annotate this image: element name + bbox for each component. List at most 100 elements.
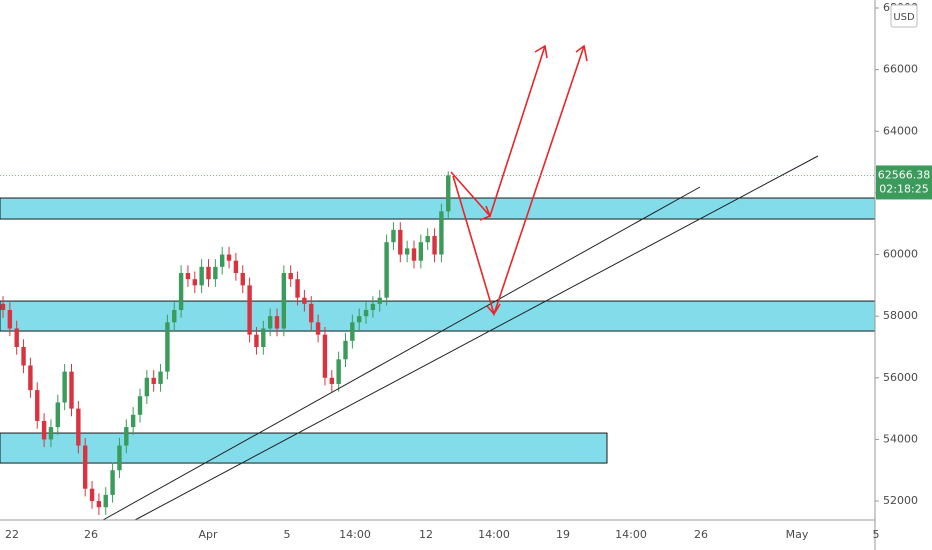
candle-body xyxy=(213,266,218,280)
last-price-label: 62566.38 xyxy=(878,168,931,181)
y-tick-label: 64000 xyxy=(883,124,918,137)
zones xyxy=(0,197,876,464)
candle-body xyxy=(274,316,280,329)
candle-body xyxy=(288,273,293,280)
candle-body xyxy=(329,377,334,384)
candle-body xyxy=(117,445,122,471)
candle-body xyxy=(137,396,143,415)
candle-body xyxy=(83,445,88,489)
currency-box xyxy=(890,4,918,28)
candle-body xyxy=(370,303,376,310)
last-price-box xyxy=(876,165,932,200)
x-tick-label: 26 xyxy=(694,528,708,541)
candle-body xyxy=(76,408,81,446)
candle-body xyxy=(178,273,184,310)
candle-body xyxy=(124,427,129,446)
y-tick-label: 52000 xyxy=(883,494,918,507)
support-zone xyxy=(0,197,876,220)
candle-body xyxy=(110,470,115,495)
x-tick-label: 5 xyxy=(873,528,880,541)
x-tick-label: 12 xyxy=(419,528,433,541)
candle-body xyxy=(357,316,362,323)
candle-body xyxy=(233,260,239,274)
support-zone xyxy=(0,300,876,332)
candle-body xyxy=(199,266,204,286)
candle-body xyxy=(439,211,444,255)
candle-body xyxy=(398,229,403,255)
candle-body xyxy=(350,322,355,341)
arrow-head xyxy=(479,205,492,221)
candles xyxy=(0,171,451,515)
candle-body xyxy=(343,340,348,360)
countdown: 02:18:25 xyxy=(879,182,928,195)
candle-body xyxy=(226,254,232,261)
y-tick-label: 60000 xyxy=(883,248,918,261)
arrow-path xyxy=(452,45,585,317)
x-tick-label: 26 xyxy=(84,528,98,541)
candle-body xyxy=(48,427,54,440)
candle-body xyxy=(418,242,424,261)
candle-body xyxy=(425,236,430,243)
candle-body xyxy=(130,414,136,428)
x-tick-label: Apr xyxy=(198,528,218,541)
y-tick-label: 54000 xyxy=(883,432,918,445)
candle-body xyxy=(96,501,102,508)
candle-body xyxy=(158,371,163,384)
candle-body xyxy=(21,346,26,366)
drawings xyxy=(102,44,819,521)
candle-body xyxy=(247,285,252,335)
candle-body xyxy=(302,297,307,304)
candle-body xyxy=(315,322,321,335)
candle-body xyxy=(261,328,266,347)
candle-body xyxy=(391,229,396,243)
candle-body xyxy=(55,402,60,428)
candle-body xyxy=(14,328,19,347)
y-tick-label: 66000 xyxy=(883,63,918,76)
candle-body xyxy=(309,303,314,323)
y-tick-label: 56000 xyxy=(883,371,918,384)
candle-body xyxy=(377,297,382,304)
candle-body xyxy=(295,279,300,298)
candle-body xyxy=(62,371,67,403)
candle-body xyxy=(144,377,150,397)
x-tick-label: 5 xyxy=(284,528,291,541)
candle-body xyxy=(185,273,191,280)
currency: USD xyxy=(893,12,915,23)
candle-body xyxy=(363,309,369,317)
candle-body xyxy=(35,390,40,421)
candle-body xyxy=(165,322,170,372)
candle-body xyxy=(254,334,259,347)
x-tick-label: 22 xyxy=(5,528,19,541)
candle-body xyxy=(172,309,177,323)
candle-body xyxy=(336,359,341,384)
arrow-head xyxy=(534,44,548,59)
candle-body xyxy=(151,377,156,384)
candle-body xyxy=(69,371,74,409)
candle-body xyxy=(411,248,417,261)
candle-body xyxy=(7,309,13,329)
x-tick-label: 19 xyxy=(556,528,570,541)
candle-body xyxy=(322,334,328,378)
y-tick-label: 58000 xyxy=(883,309,918,322)
candle-body xyxy=(89,488,95,502)
candle-body xyxy=(192,279,197,286)
x-tick-label: 14:00 xyxy=(615,528,647,541)
candle-body xyxy=(206,266,211,280)
arrow-path xyxy=(450,45,546,218)
candle-body xyxy=(220,254,225,267)
candle-body xyxy=(28,365,33,391)
candle-body xyxy=(404,248,410,255)
candle-body xyxy=(103,494,108,508)
trend-line xyxy=(102,186,701,521)
x-tick-label: 14:00 xyxy=(339,528,371,541)
candle-body xyxy=(267,316,273,329)
candle-body xyxy=(41,420,47,440)
candle-body xyxy=(240,273,245,286)
arrow-head xyxy=(486,303,501,316)
candle-body xyxy=(446,175,451,212)
x-tick-label: 14:00 xyxy=(478,528,510,541)
trend-line xyxy=(134,155,819,521)
candle-body xyxy=(384,242,389,298)
support-zone xyxy=(0,432,608,464)
